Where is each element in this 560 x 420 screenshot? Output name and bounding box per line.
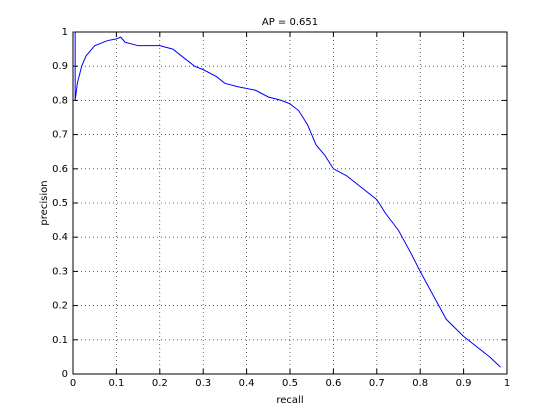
x-tick-label: 0.6 xyxy=(325,378,341,389)
x-tick-label: 0.8 xyxy=(412,378,428,389)
y-tick-label: 0.3 xyxy=(52,266,68,277)
y-tick-label: 0.9 xyxy=(52,61,68,72)
x-tick-label: 0 xyxy=(70,378,76,389)
pr-curve xyxy=(73,31,501,368)
y-tick-label: 0.5 xyxy=(52,198,68,209)
x-tick-label: 0.5 xyxy=(282,378,298,389)
y-tick-label: 0.4 xyxy=(52,232,68,243)
x-tick-label: 0.1 xyxy=(108,378,124,389)
y-tick-label: 0.1 xyxy=(52,335,68,346)
x-tick-label: 0.3 xyxy=(195,378,211,389)
y-tick-label: 0.6 xyxy=(52,164,68,175)
axes-box xyxy=(72,31,508,375)
y-axis-label: precision xyxy=(39,180,50,225)
y-tick-label: 0.7 xyxy=(52,130,68,141)
x-tick-label: 1 xyxy=(504,378,510,389)
x-tick-label: 0.9 xyxy=(456,378,472,389)
x-tick-label: 0.2 xyxy=(152,378,168,389)
y-tick-label: 0.8 xyxy=(52,95,68,106)
y-tick-label: 1 xyxy=(62,27,68,38)
chart-title: AP = 0.651 xyxy=(262,17,318,28)
x-tick-label: 0.4 xyxy=(239,378,255,389)
y-tick-label: 0 xyxy=(62,369,68,380)
y-tick-label: 0.2 xyxy=(52,301,68,312)
x-axis-label: recall xyxy=(276,395,303,406)
x-tick-label: 0.7 xyxy=(369,378,385,389)
